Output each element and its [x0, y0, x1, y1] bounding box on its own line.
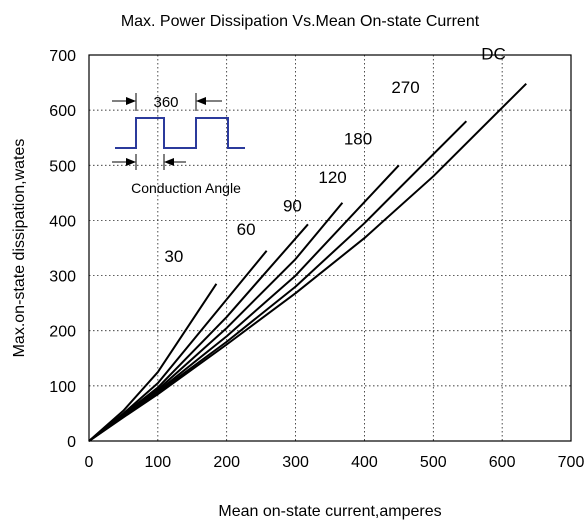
x-tick-label: 500 — [420, 454, 447, 471]
x-tick-label: 700 — [558, 454, 585, 471]
series-label-180: 180 — [344, 129, 372, 148]
x-tick-label: 300 — [282, 454, 309, 471]
series-line-60 — [88, 250, 268, 442]
period-arrow-left-icon — [126, 97, 136, 105]
y-tick-label: 300 — [49, 269, 76, 286]
y-tick-label: 600 — [49, 103, 76, 120]
series-label-270: 270 — [391, 78, 419, 97]
y-tick-label: 400 — [49, 213, 76, 230]
series-label-90: 90 — [283, 196, 302, 215]
y-tick-label: 100 — [49, 379, 76, 396]
waveform — [115, 117, 245, 149]
series-labels: 30 60 90 120 180 270 DC — [164, 45, 505, 266]
period-arrow-right-icon — [196, 97, 206, 105]
conduction-angle-inset: 360 Conduction Angle — [112, 93, 245, 196]
y-axis-label: Max.on-state dissipation,wates — [11, 139, 28, 358]
x-tick-label: 600 — [489, 454, 516, 471]
series-label-60: 60 — [237, 220, 256, 239]
period-label: 360 — [153, 94, 178, 111]
x-tick-label: 0 — [85, 454, 94, 471]
x-tick-label: 400 — [351, 454, 378, 471]
y-tick-label: 0 — [67, 434, 76, 451]
conduction-arrow-left-icon — [126, 158, 136, 166]
x-axis-label: Mean on-state current,amperes — [218, 503, 441, 520]
series-line-dc — [88, 82, 527, 442]
x-tick-label: 200 — [213, 454, 240, 471]
series-lines — [88, 82, 527, 442]
conduction-arrow-right-icon — [164, 158, 174, 166]
tick-labels: 0 100 200 300 400 500 600 700 0 100 200 300 400 500 60… — [49, 48, 584, 471]
series-line-180 — [88, 164, 400, 442]
y-tick-label: 700 — [49, 48, 76, 65]
series-label-120: 120 — [318, 168, 346, 187]
y-tick-label: 500 — [49, 158, 76, 175]
conduction-angle-label: Conduction Angle — [131, 180, 241, 196]
plot-frame — [88, 54, 572, 442]
series-label-30: 30 — [164, 247, 183, 266]
y-tick-label: 200 — [49, 324, 76, 341]
series-label-dc: DC — [481, 45, 506, 64]
x-tick-label: 100 — [145, 454, 172, 471]
chart-title: Max. Power Dissipation Vs.Mean On-state … — [121, 13, 480, 30]
series-line-30 — [88, 283, 218, 442]
